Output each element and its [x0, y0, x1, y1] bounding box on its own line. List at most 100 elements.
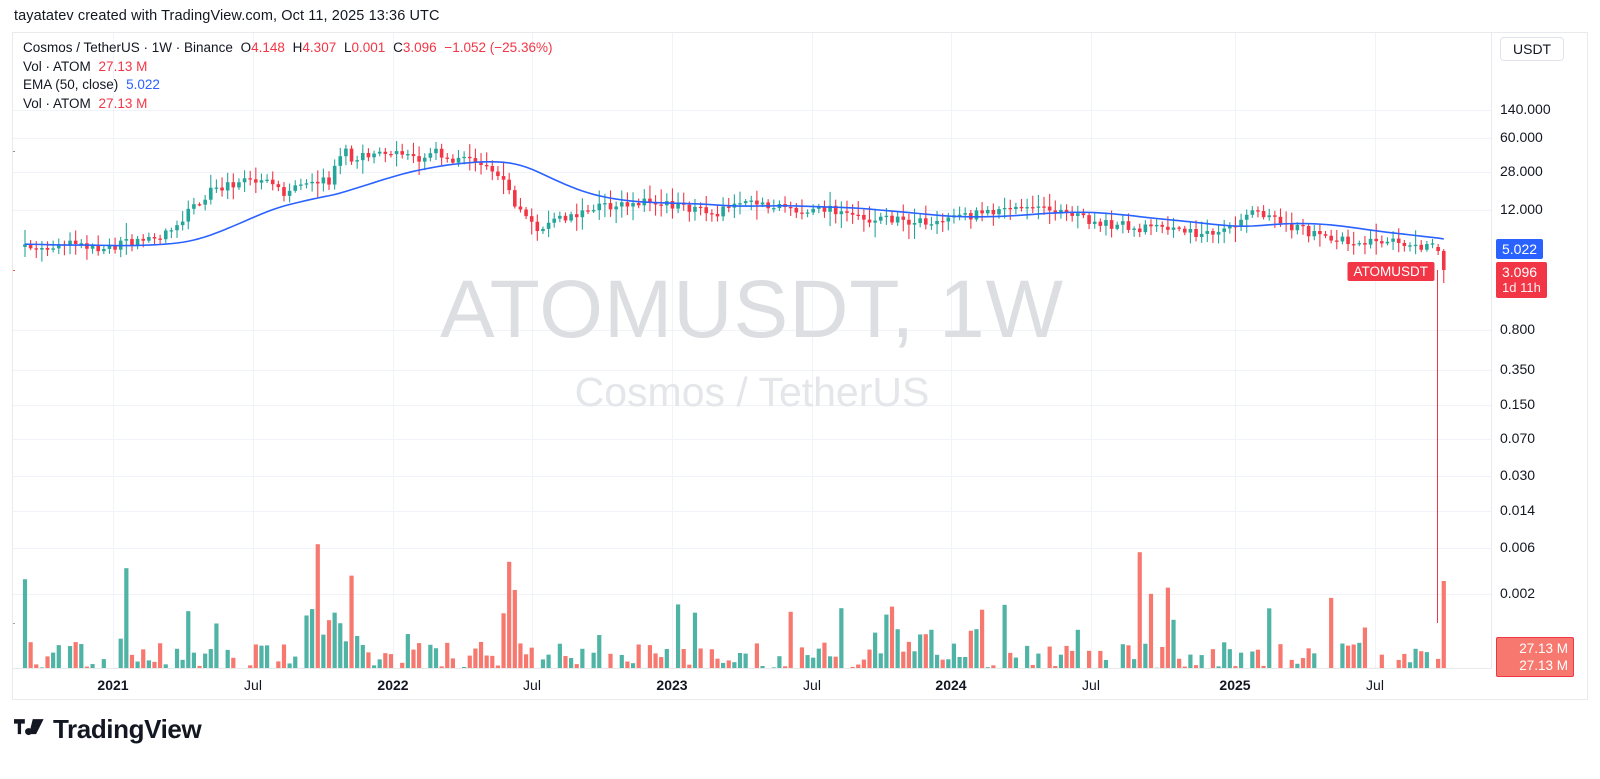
legend-volume2-label[interactable]: Vol · ATOM: [23, 95, 91, 111]
candle-body: [1002, 207, 1007, 210]
volume-bar: [906, 641, 912, 669]
volume-bar: [957, 656, 962, 669]
candle-body: [163, 230, 168, 240]
vertical-gridline: [113, 33, 114, 669]
volume-bar: [310, 609, 315, 669]
candle-body: [1059, 209, 1063, 214]
candle-body: [1188, 229, 1193, 233]
candle-body: [1070, 212, 1074, 216]
volume-bar: [580, 648, 585, 669]
volume-bar: [827, 656, 833, 669]
volume-bar: [473, 648, 478, 669]
candle-body: [490, 166, 495, 172]
candle-body: [147, 236, 151, 241]
candle-body: [366, 152, 371, 158]
candle-body: [451, 158, 455, 163]
candle-body: [383, 151, 388, 154]
volume-bar: [929, 629, 934, 669]
volume-bar: [186, 611, 191, 669]
candle-body: [817, 207, 821, 209]
candle-body: [158, 238, 162, 240]
time-tick-label: 2021: [97, 677, 129, 693]
candle-body: [1121, 221, 1125, 225]
plot-area[interactable]: ATOMUSDT, 1W Cosmos / TetherUS ATOMUSDT …: [13, 33, 1491, 669]
legend-high-value: 4.307: [302, 40, 337, 55]
candle-body: [394, 151, 399, 155]
candle-body: [591, 210, 596, 212]
candle-body: [743, 201, 748, 204]
legend-row-ohlc: Cosmos / TetherUS · 1W · Binance O4.148 …: [23, 39, 552, 58]
volume-bar: [400, 662, 405, 669]
volume-bar: [1165, 587, 1170, 669]
ema-50-line: [24, 160, 1444, 247]
volume-bar: [625, 661, 630, 669]
candle-body: [1346, 236, 1350, 245]
volume-bar: [371, 665, 377, 669]
volume-bar: [1182, 666, 1187, 669]
candle-body: [124, 239, 129, 241]
candle-body: [1391, 238, 1395, 242]
candle-body: [957, 214, 962, 216]
legend-ema-label[interactable]: EMA (50, close): [23, 77, 119, 92]
volume-bar: [417, 643, 422, 669]
horizontal-gridline: [13, 511, 1491, 512]
time-scale[interactable]: 2021 Jul 2022 Jul 2023 Jul 2024 Jul 2025 Jul: [13, 668, 1491, 699]
candle-body: [242, 178, 247, 183]
volume-bar: [1238, 652, 1244, 669]
volume-bar: [1002, 604, 1007, 669]
symbol-tag[interactable]: ATOMUSDT: [1347, 262, 1434, 281]
candle-body: [771, 208, 776, 210]
candle-body: [648, 198, 652, 203]
currency-chip[interactable]: USDT: [1500, 37, 1565, 61]
volume-bar: [450, 658, 455, 669]
candle-body: [1385, 241, 1390, 244]
candle-body: [552, 218, 557, 223]
candle-body: [1025, 207, 1029, 209]
candle-body: [287, 190, 292, 196]
volume-bar: [1312, 653, 1317, 669]
volume-bar: [1222, 642, 1227, 669]
volume-bar: [1008, 652, 1013, 669]
chart-frame: ATOMUSDT, 1W Cosmos / TetherUS ATOMUSDT …: [12, 32, 1588, 700]
vertical-gridline: [1091, 33, 1092, 669]
candle-body: [518, 206, 523, 210]
tradingview-logo[interactable]: TradingView: [14, 714, 202, 745]
volume-bar: [715, 658, 720, 669]
price-tick-label: 28.000: [1500, 163, 1543, 179]
candle-body: [141, 238, 146, 241]
candle-body: [1441, 251, 1446, 270]
volume-bar: [332, 612, 337, 669]
volume-bar: [918, 634, 923, 669]
volume-bar: [1351, 644, 1356, 669]
candle-body: [636, 203, 641, 206]
candle-body: [214, 187, 219, 189]
volume-bar: [782, 666, 788, 669]
candle-body: [169, 230, 174, 232]
candle-body: [377, 151, 382, 154]
volume-bar: [338, 623, 343, 669]
volume-bar: [1171, 619, 1176, 669]
legend-volume-label[interactable]: Vol · ATOM: [23, 58, 91, 74]
volume-bar: [124, 568, 129, 669]
candle-body: [1228, 226, 1232, 229]
candle-body: [1177, 227, 1181, 229]
volume-bar: [608, 653, 613, 669]
candle-body: [56, 244, 61, 249]
volume-bar: [377, 659, 382, 669]
candle-body: [1239, 219, 1243, 227]
volume-bar: [546, 654, 551, 669]
time-tick-label: Jul: [1082, 677, 1100, 693]
volume-bar: [805, 655, 810, 669]
legend-symbol[interactable]: Cosmos / TetherUS · 1W · Binance: [23, 40, 233, 55]
candle-body: [327, 177, 331, 185]
candle-body: [1092, 221, 1097, 224]
volume-badge-top: 27.13 M: [1519, 641, 1568, 656]
candle-body: [439, 148, 444, 158]
volume-bar: [867, 649, 872, 669]
volume-bar: [861, 659, 866, 669]
price-scale[interactable]: USDT 140.000 60.000 28.000 12.000 0.800 0.350…: [1491, 33, 1587, 677]
candle-body: [400, 151, 405, 155]
volume-bar: [1362, 627, 1368, 669]
candle-body: [901, 216, 906, 220]
candle-body: [389, 153, 393, 156]
